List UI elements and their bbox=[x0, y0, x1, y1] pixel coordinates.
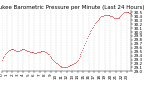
Text: Milwaukee Barometric Pressure per Minute (Last 24 Hours): Milwaukee Barometric Pressure per Minute… bbox=[0, 5, 145, 10]
